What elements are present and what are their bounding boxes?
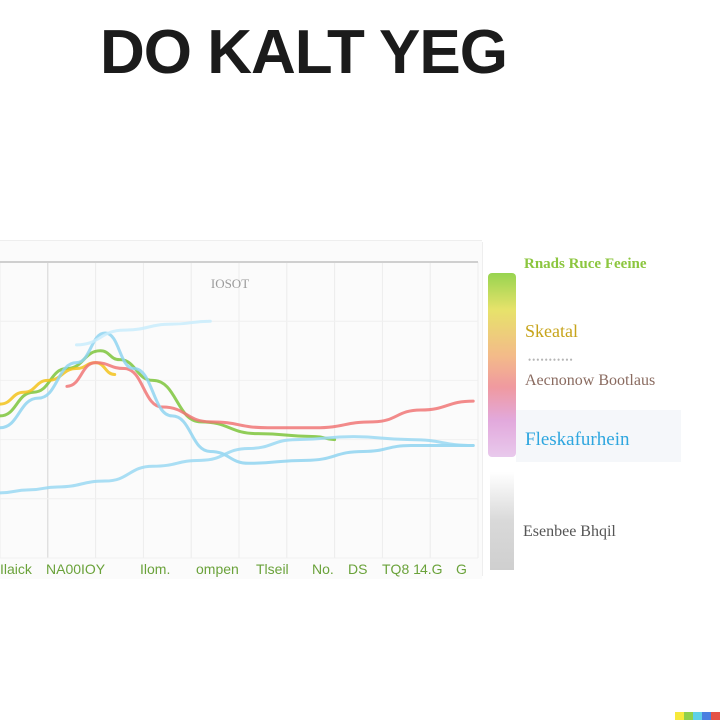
- x-tick-label: Tlseil: [256, 561, 289, 577]
- line-chart: IOSOT: [0, 261, 479, 559]
- chart-annotation: IOSOT: [211, 276, 249, 291]
- series-line-2: [65, 361, 475, 430]
- x-tick-label: Ilom.: [140, 561, 171, 577]
- chart-panel: [0, 240, 482, 579]
- series-line-0: [0, 349, 337, 442]
- series-line-5: [74, 319, 212, 347]
- palette-strip: [675, 712, 720, 720]
- legend-gray-band: [490, 472, 514, 570]
- series-line-3: [0, 331, 475, 465]
- x-tick-label: TQ8 1: [382, 561, 421, 577]
- palette-swatch: [675, 712, 684, 720]
- palette-swatch: [702, 712, 711, 720]
- x-tick-label: NA00IOY: [46, 561, 106, 577]
- palette-swatch: [684, 712, 693, 720]
- x-tick-label: DS: [348, 561, 368, 577]
- legend-header: Rnads Ruce Feeine: [524, 256, 647, 272]
- palette-swatch: [693, 712, 702, 720]
- chart-series: [0, 319, 475, 495]
- legend-subtext: •••••••••••: [528, 355, 574, 365]
- x-tick-label: 4.G: [420, 561, 443, 577]
- x-tick-label: No.: [312, 561, 334, 577]
- legend-item-aecnonow[interactable]: Aecnonow Bootlaus: [525, 372, 656, 389]
- legend-item-skeatal[interactable]: Skeatal: [525, 321, 578, 341]
- legend-item-esenbee[interactable]: Esenbee Bhqil: [523, 523, 616, 540]
- legend-highlight: [516, 410, 681, 462]
- legend-item-fleskafurhein[interactable]: Fleskafurhein: [525, 429, 630, 450]
- chart-grid: [0, 261, 479, 559]
- x-tick-label: G: [456, 561, 467, 577]
- legend-color-band: [488, 273, 516, 457]
- x-tick-label: Ilaick: [0, 561, 32, 577]
- page-title: DO KALT YEG: [100, 18, 508, 87]
- x-tick-label: ompen: [196, 561, 239, 577]
- series-line-4: [0, 435, 475, 495]
- palette-swatch: [711, 712, 720, 720]
